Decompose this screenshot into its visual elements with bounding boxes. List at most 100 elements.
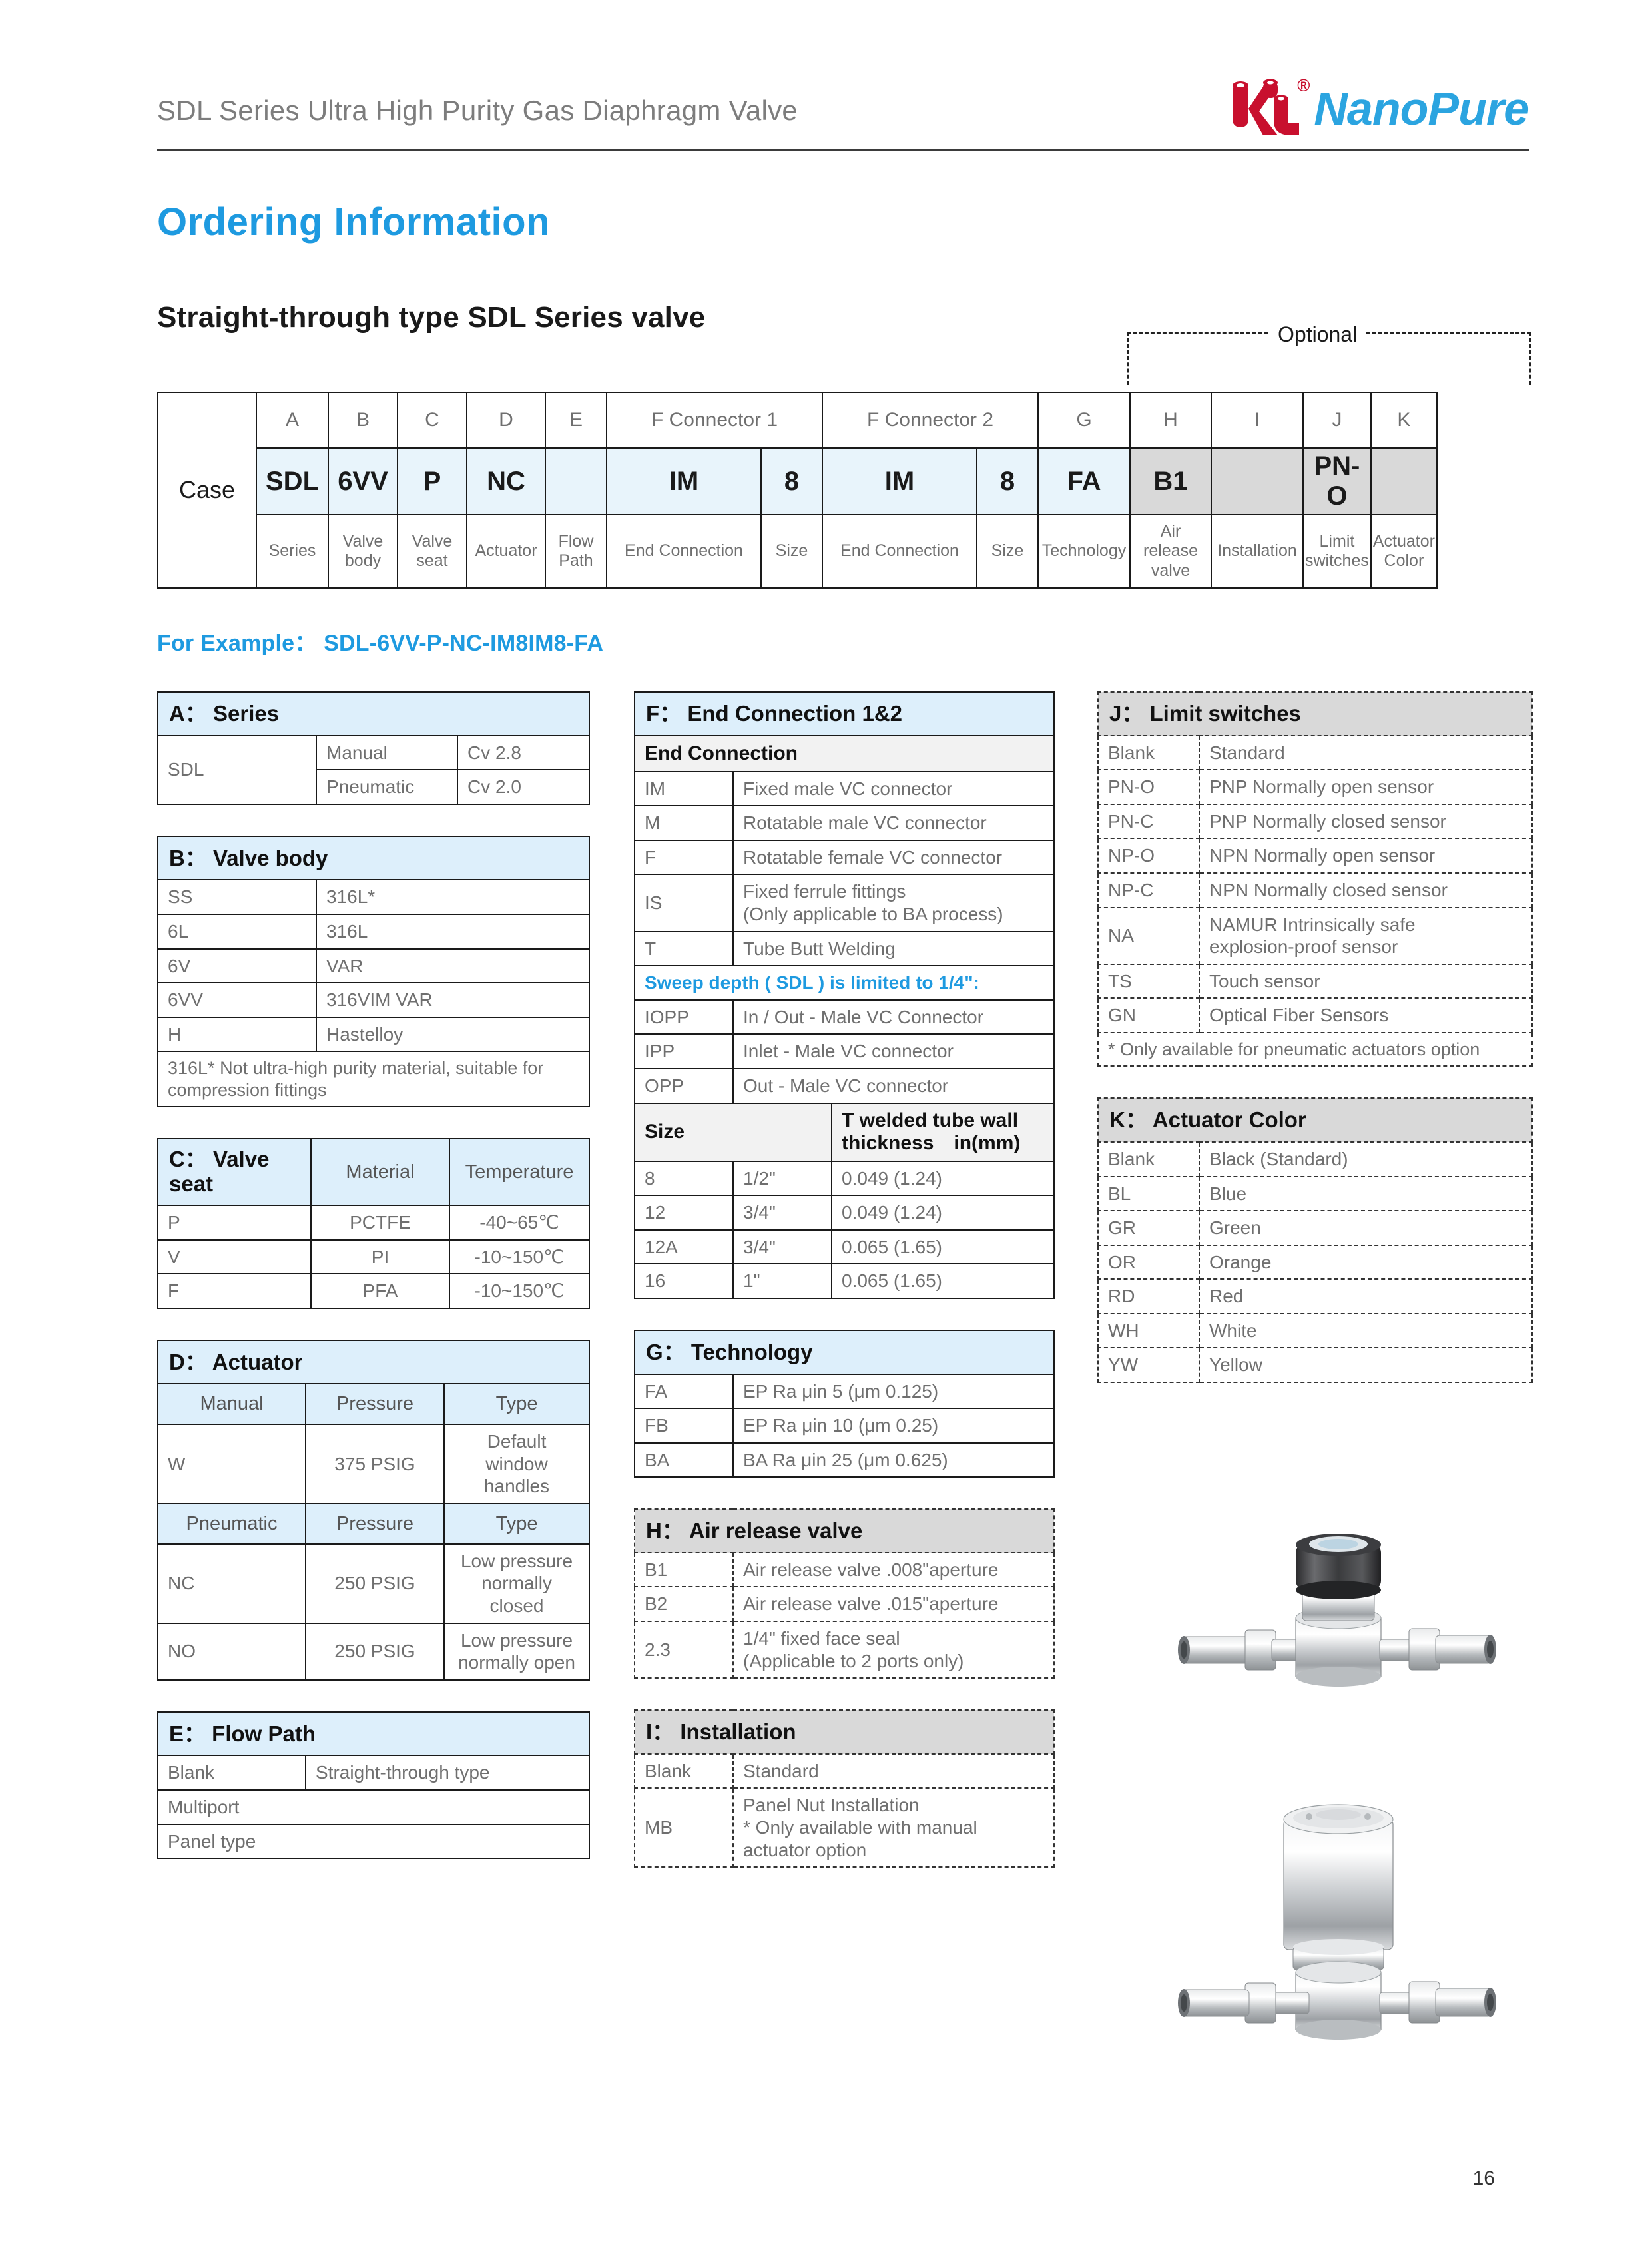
case-desc-f2-size: Size xyxy=(976,514,1039,589)
panel-g-code-2: BA xyxy=(634,1442,734,1478)
table-row: Blank Standard xyxy=(1097,734,1533,771)
panel-d-actuator: D： Actuator Manual Pressure Type W 375 P… xyxy=(156,1339,591,1681)
case-desc-e: Flow Path xyxy=(545,514,607,589)
panel-g-code-1: FB xyxy=(634,1408,734,1444)
panel-b-valve-body: B： Valve body SS 316L* 6L 316L 6V VAR 6VV 31… xyxy=(156,835,591,1108)
panel-f-code-2: F xyxy=(634,839,734,876)
panel-k-code-1: BL xyxy=(1097,1175,1200,1212)
panel-k-desc-6: Yellow xyxy=(1199,1347,1533,1384)
table-row: T Tube Butt Welding xyxy=(634,930,1055,967)
panel-d-manual-pressure-header: Pressure xyxy=(305,1383,445,1426)
panel-f-sweep-desc-2: Out - Male VC connector xyxy=(732,1067,1055,1104)
panel-a-type-pneumatic: Pneumatic xyxy=(316,769,458,805)
table-row: IPP Inlet - Male VC connector xyxy=(634,1033,1055,1069)
panel-k-code-0: Blank xyxy=(1097,1141,1200,1177)
panel-d-manual-type: Default window handles xyxy=(443,1424,591,1504)
panel-a-series: A： Series SDL Manual Cv 2.8 Pneumatic Cv… xyxy=(156,691,591,805)
panel-f-desc-3: Fixed ferrule fittings (Only applicable … xyxy=(732,874,1055,932)
panel-f-code-4: T xyxy=(634,930,734,967)
panel-f-code-3: IS xyxy=(634,874,734,932)
registered-trademark-icon: ® xyxy=(1297,75,1310,95)
panel-f-size-code-2: 12A xyxy=(634,1229,734,1265)
panel-a-code: SDL xyxy=(157,734,317,805)
case-letter-f2: F Connector 2 xyxy=(822,392,1039,449)
panel-d-pneu-pressure-0: 250 PSIG xyxy=(305,1543,445,1624)
case-letter-k: K xyxy=(1370,392,1438,449)
panel-f-size-thickness-3: 0.065 (1.65) xyxy=(831,1263,1055,1299)
panel-c-title: C： Valve seat xyxy=(157,1138,312,1207)
panel-f-desc-2: Rotatable female VC connector xyxy=(732,839,1055,876)
panel-c-valve-seat: C： Valve seat Material Temperature P PCT… xyxy=(157,1138,590,1309)
case-letter-h: H xyxy=(1129,392,1212,449)
table-row: IM Fixed male VC connector xyxy=(634,770,1055,807)
panel-f-desc-1: Rotatable male VC connector xyxy=(732,805,1055,841)
panel-g-title: G： Technology xyxy=(634,1329,1055,1375)
panel-g-desc-1: EP Ra μin 10 (μm 0.25) xyxy=(732,1408,1055,1444)
panel-g-code-0: FA xyxy=(634,1373,734,1410)
panel-f-thickness-header: T welded tube wall thickness in(mm) xyxy=(831,1102,1055,1162)
panel-k-desc-0: Black (Standard) xyxy=(1199,1141,1533,1177)
panel-b-code-1: 6L xyxy=(157,913,317,950)
panel-b-desc-3: 316VIM VAR xyxy=(315,982,591,1018)
panel-f-size-nominal-2: 3/4" xyxy=(732,1229,832,1265)
panel-b-code-0: SS xyxy=(157,879,317,915)
panel-f-size-code-1: 12 xyxy=(634,1195,734,1231)
panel-e-code-0: Blank xyxy=(157,1755,306,1791)
panel-j-desc-5: NAMUR Intrinsically safe explosion-proof… xyxy=(1198,906,1533,965)
case-letter-row: Case A B C D E F Connector 1 F Connector… xyxy=(157,392,1438,589)
panel-f-title: F： End Connection 1&2 xyxy=(633,691,1055,736)
table-row: M Rotatable male VC connector xyxy=(634,805,1055,841)
panel-c-temp-2: -10~150℃ xyxy=(449,1273,590,1309)
table-row: 8 1/2" 0.049 (1.24) xyxy=(634,1160,1055,1197)
case-desc-f2-connection: End Connection xyxy=(822,514,977,589)
table-row: FB EP Ra μin 10 (μm 0.25) xyxy=(634,1408,1055,1444)
options-column-left: A： Series SDL Manual Cv 2.8 Pneumatic Cv… xyxy=(156,691,591,1860)
table-row: Blank Black (Standard) xyxy=(1097,1141,1533,1177)
panel-e-code-2: Panel type xyxy=(156,1823,591,1860)
table-row: NC 250 PSIG Low pressure normally closed xyxy=(157,1543,591,1624)
panel-k-desc-1: Blue xyxy=(1199,1175,1533,1212)
panel-b-desc-4: Hastelloy xyxy=(315,1016,591,1053)
panel-a-cv-pneumatic: Cv 2.0 xyxy=(456,769,591,805)
table-row: FA EP Ra μin 5 (μm 0.125) xyxy=(634,1373,1055,1410)
panel-c-col-temperature: Temperature xyxy=(449,1138,590,1207)
panel-f-sweep-code-2: OPP xyxy=(634,1067,734,1104)
panel-f-size-thickness-2: 0.065 (1.65) xyxy=(831,1229,1055,1265)
panel-f-size-code-3: 16 xyxy=(634,1263,734,1299)
table-row: YW Yellow xyxy=(1097,1347,1533,1384)
case-letter-b: B xyxy=(328,392,398,449)
case-letter-j: J xyxy=(1302,392,1372,449)
panel-h-desc-0: Air release valve .008"aperture xyxy=(732,1551,1055,1588)
panel-c-col-material: Material xyxy=(310,1138,450,1207)
table-row: NA NAMUR Intrinsically safe explosion-pro… xyxy=(1097,906,1533,965)
panel-d-manual-pressure: 375 PSIG xyxy=(305,1424,445,1504)
panel-j-desc-0: Standard xyxy=(1198,734,1533,771)
panel-c-material-2: PFA xyxy=(310,1273,450,1309)
panel-f-size-header: Size xyxy=(634,1102,832,1162)
case-value-g: FA xyxy=(1037,447,1131,515)
pneumatic-valve-photo xyxy=(1172,1785,1505,2084)
panel-b-desc-1: 316L xyxy=(315,913,591,950)
panel-h-title: H： Air release valve xyxy=(634,1508,1055,1553)
panel-j-code-4: NP-C xyxy=(1097,872,1200,908)
panel-j-desc-7: Optical Fiber Sensors xyxy=(1198,997,1533,1033)
panel-f-size-nominal-1: 3/4" xyxy=(732,1195,832,1231)
panel-e-flow-path: E： Flow Path Blank Straight-through type… xyxy=(156,1711,591,1860)
case-value-b: 6VV xyxy=(328,447,398,515)
panel-g-technology: G： Technology FA EP Ra μin 5 (μm 0.125) F… xyxy=(634,1329,1055,1478)
panel-f-code-1: M xyxy=(634,805,734,841)
panel-j-desc-1: PNP Normally open sensor xyxy=(1198,769,1533,805)
page-number: 16 xyxy=(1472,2167,1495,2189)
panel-d-pneu-code-1: NO xyxy=(157,1622,306,1681)
panel-d-pneumatic-type-header: Type xyxy=(443,1502,591,1545)
header-title: SDL Series Ultra High Purity Gas Diaphra… xyxy=(157,95,798,126)
case-desc-c: Valve seat xyxy=(397,514,467,589)
panel-a-title: A： Series xyxy=(156,691,591,736)
table-row: GR Green xyxy=(1097,1210,1533,1246)
table-row: 6V VAR xyxy=(157,948,591,984)
panel-c-temp-0: -40~65℃ xyxy=(449,1205,590,1241)
case-desc-h: Air release valve xyxy=(1129,514,1212,589)
panel-d-pneu-pressure-1: 250 PSIG xyxy=(305,1622,445,1681)
brand-logo: ® NanoPure xyxy=(1230,73,1529,143)
